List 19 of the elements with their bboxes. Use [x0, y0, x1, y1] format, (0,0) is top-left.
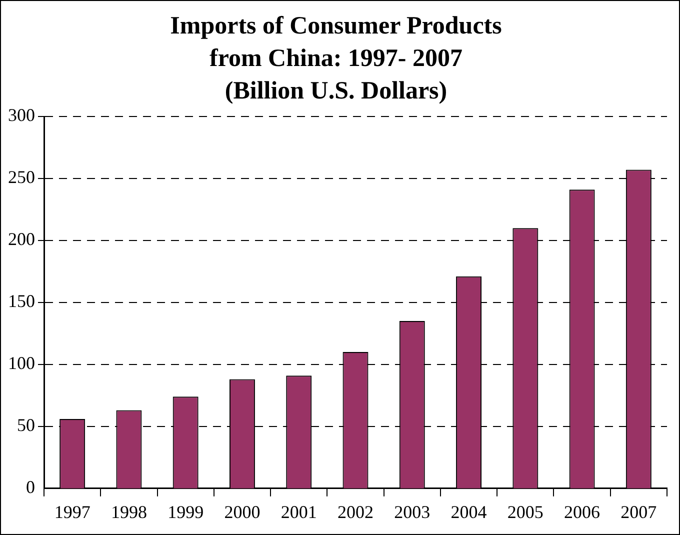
x-tick-label: 2007 [620, 502, 657, 522]
y-tick-label: 50 [17, 415, 35, 436]
y-tick-label: 100 [8, 353, 35, 374]
y-tick-label: 0 [26, 477, 35, 498]
x-tick-label: 2000 [224, 502, 260, 522]
y-tick-label: 150 [8, 291, 35, 312]
y-tick-label: 250 [8, 167, 35, 188]
x-tick-label: 1999 [168, 502, 204, 522]
x-tick-label: 1997 [54, 502, 90, 522]
x-tick-label: 1998 [110, 502, 147, 522]
x-tick-label: 2001 [280, 502, 317, 522]
x-tick-label: 2005 [507, 502, 544, 522]
x-tick-label: 2003 [394, 502, 430, 522]
chart-title: Imports of Consumer Products from China: 1997- 2007 (Billion U.S. Dollars) [170, 12, 502, 105]
x-tick-label: 2002 [338, 502, 374, 522]
y-tick-label: 200 [8, 229, 35, 250]
x-tick-label: 2006 [564, 502, 600, 522]
y-tick-label: 300 [8, 105, 35, 126]
x-tick-label: 2004 [450, 502, 487, 522]
